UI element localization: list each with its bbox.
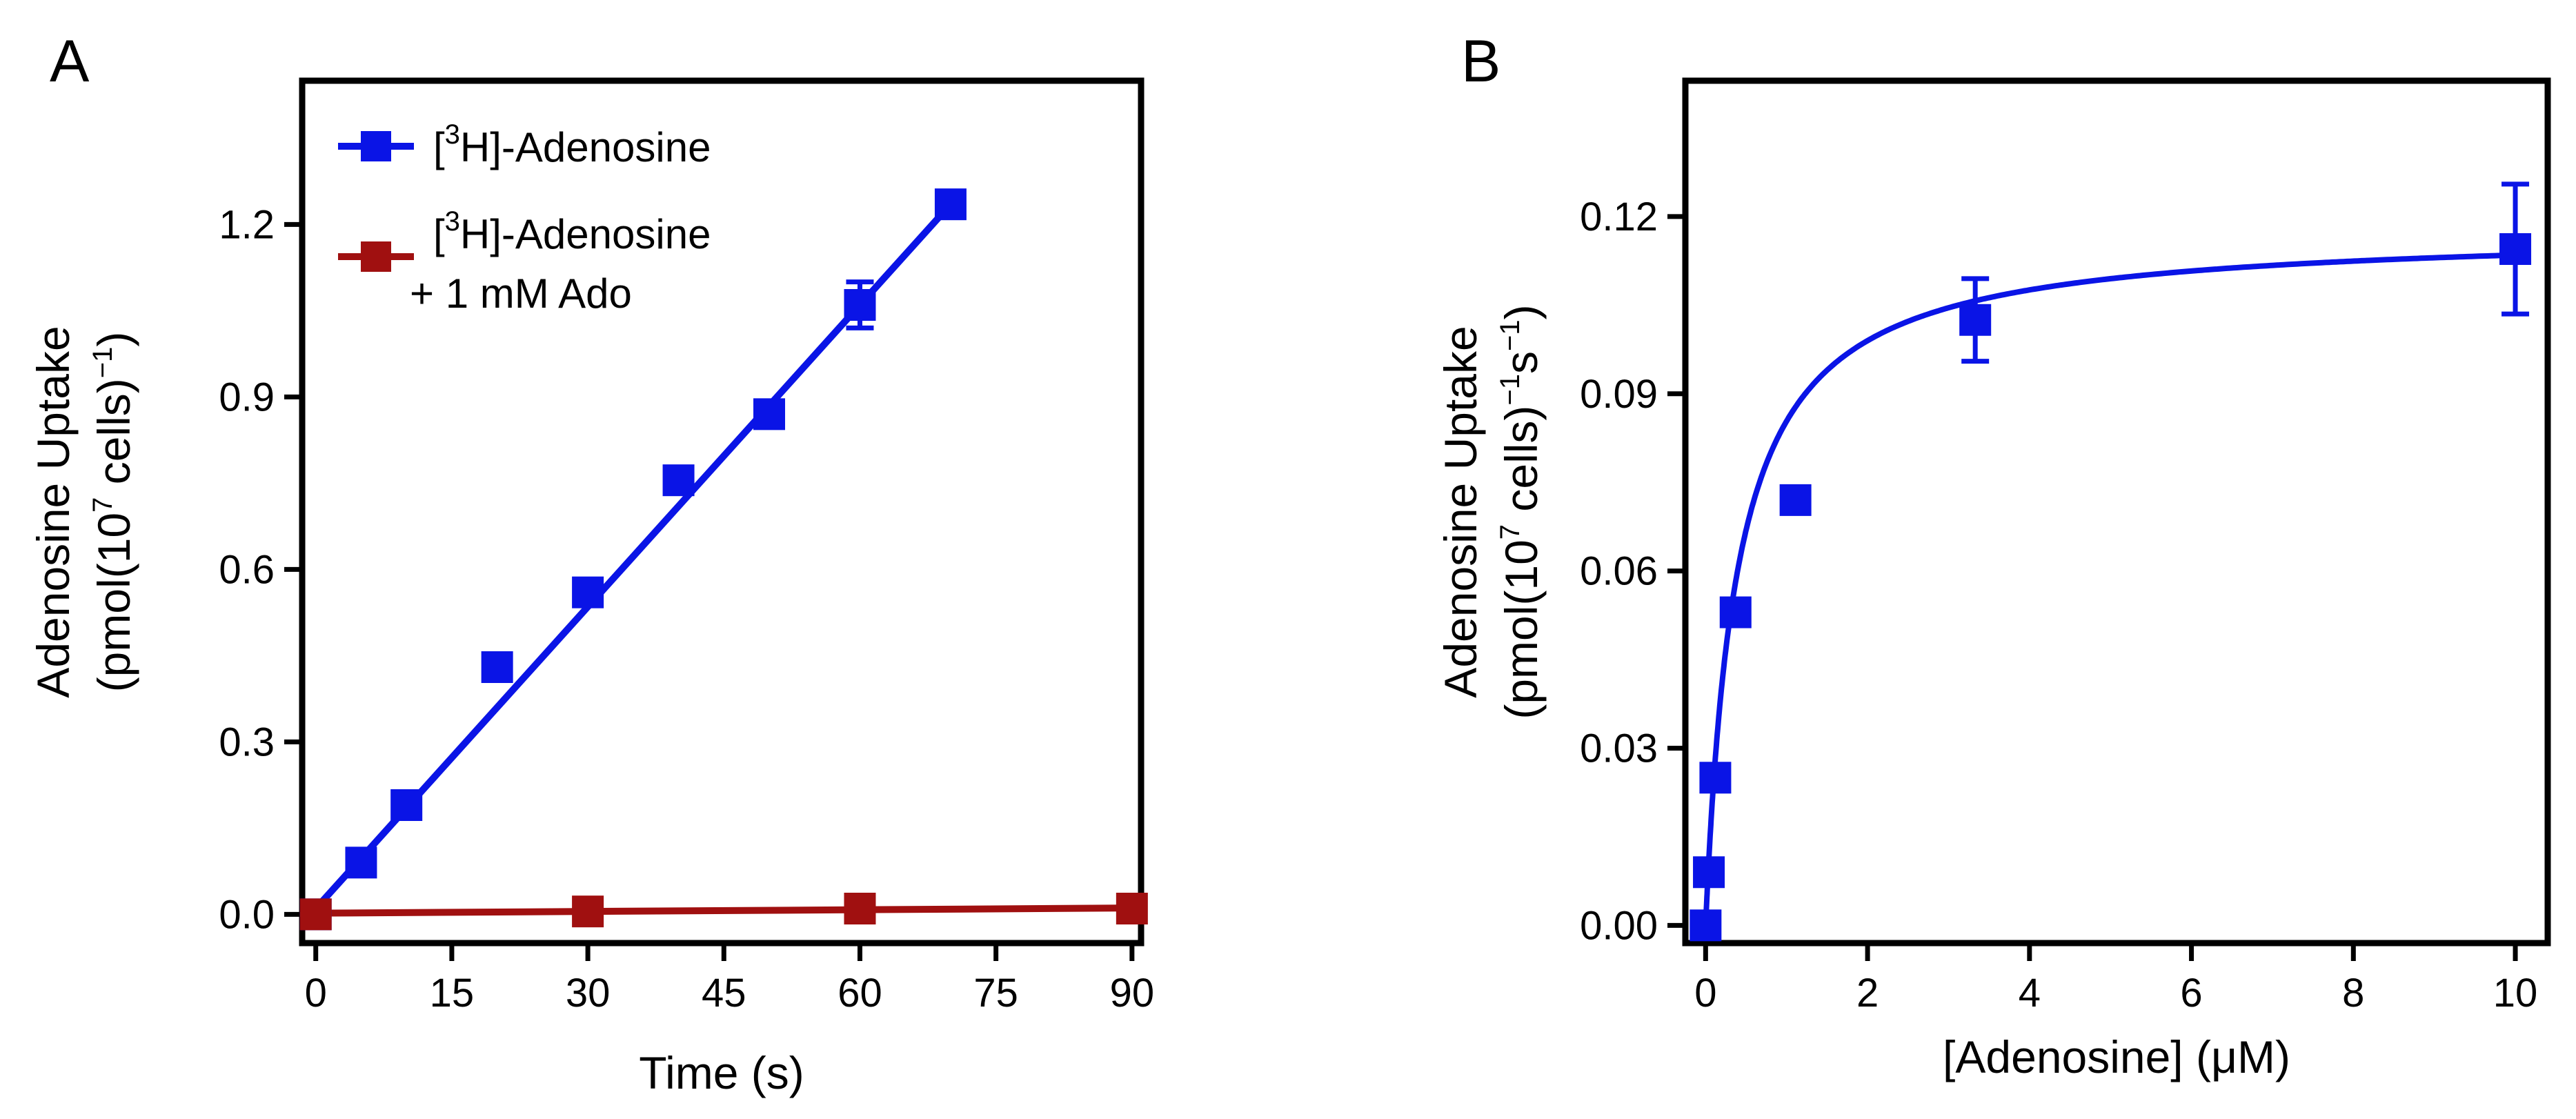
x-tick-label-b-4: 8 [2342,971,2364,1016]
panel-letter-b: B [1461,28,1500,95]
data-point-b-s1-0 [1690,909,1722,942]
x-tick-label-a-6: 90 [1110,971,1155,1016]
data-point-b-s1-6 [2499,233,2532,266]
data-point-a-s1-7 [844,289,876,321]
data-point-a-s1-4 [572,576,604,608]
legend-marker-series-2 [361,241,391,272]
plot-frame-a [299,77,1145,947]
y-tick-label-a-0: 0.0 [219,892,275,937]
y-tick-label-b-2: 0.06 [1580,549,1658,594]
data-point-a-s2-3 [1116,893,1148,924]
x-ticks-a: 0 15 30 45 60 75 90 [305,943,1155,1016]
x-tick-label-a-4: 60 [838,971,882,1016]
panel-letter-a: A [50,28,90,95]
legend-a: [3H]-Adenosine [3H]-Adenosine + 1 mM Ado [338,119,711,317]
data-point-a-s2-0 [299,898,332,931]
x-tick-label-a-1: 15 [430,971,475,1016]
data-point-a-s2-1 [572,895,604,928]
x-tick-label-b-2: 4 [2019,971,2041,1016]
data-point-a-s1-5 [662,464,695,497]
data-point-a-s1-8 [934,188,967,221]
x-tick-label-a-0: 0 [305,971,327,1016]
y-tick-label-b-3: 0.09 [1580,372,1658,417]
fit-lines-b [1703,252,2516,927]
x-tick-label-b-0: 0 [1694,971,1716,1016]
data-point-a-s1-6 [753,398,786,430]
data-point-b-s1-2 [1699,762,1732,794]
y-tick-label-b-0: 0.00 [1580,903,1658,948]
y-axis-label-b-line2: (pmol(107 cells)−1s−1) [1495,304,1547,719]
data-points-a [299,188,1148,931]
legend-label-series-2-line2: + 1 mM Ado [410,270,632,317]
y-ticks-b: 0.00 0.03 0.06 0.09 0.12 [1580,195,1685,948]
x-axis-label-b: [Adenosine] (μM) [1943,1031,2290,1082]
x-tick-label-a-2: 30 [566,971,611,1016]
y-tick-label-b-4: 0.12 [1580,195,1658,239]
y-tick-label-b-1: 0.03 [1580,726,1658,771]
y-tick-label-a-3: 0.9 [219,375,275,419]
y-axis-label-b: Adenosine Uptake (pmol(107 cells)−1s−1) [1435,304,1547,719]
data-point-b-s1-3 [1719,596,1752,628]
data-point-a-s1-3 [481,651,513,683]
x-tick-label-a-3: 45 [702,971,746,1016]
y-tick-label-a-4: 1.2 [219,202,275,247]
legend-label-series-2: [3H]-Adenosine [433,206,711,257]
data-point-a-s2-2 [844,893,876,924]
y-axis-label-a-line1: Adenosine Uptake [28,326,79,697]
x-tick-label-b-1: 2 [1856,971,1879,1016]
legend-marker-series-1 [361,131,391,161]
y-ticks-a: 0.0 0.3 0.6 0.9 1.2 [219,202,302,937]
y-tick-label-a-1: 0.3 [219,720,275,764]
x-tick-label-a-5: 75 [973,971,1018,1016]
fit-line-a-series-2 [312,904,1136,917]
y-axis-label-b-line1: Adenosine Uptake [1435,326,1486,697]
legend-label-series-1: [3H]-Adenosine [433,119,711,170]
data-point-b-s1-5 [1959,304,1992,336]
x-tick-label-b-5: 10 [2493,971,2538,1016]
x-ticks-b: 0 2 4 6 8 10 [1694,943,2537,1016]
fit-curve-b-series-1 [1703,252,2516,927]
data-points-b [1690,181,2532,942]
data-point-b-s1-1 [1693,856,1725,889]
plot-frame-b [1682,77,2551,947]
chart-panel-b: 0.00 0.03 0.06 0.09 0.12 0 2 4 6 8 10 Adenosine U… [1435,77,2551,1082]
data-point-a-s1-1 [345,846,377,879]
chart-panel-a: 0.0 0.3 0.6 0.9 1.2 0 15 30 45 60 75 90 Adenosine … [28,77,1155,1098]
x-tick-label-b-3: 6 [2180,971,2202,1016]
data-point-b-s1-4 [1779,484,1812,516]
data-point-a-s1-2 [390,789,423,821]
y-axis-label-a-line2: (pmol(107 cells)−1) [88,332,139,693]
y-tick-label-a-2: 0.6 [219,547,275,592]
x-axis-label-a: Time (s) [639,1047,804,1098]
y-axis-label-a: Adenosine Uptake (pmol(107 cells)−1) [28,326,139,697]
